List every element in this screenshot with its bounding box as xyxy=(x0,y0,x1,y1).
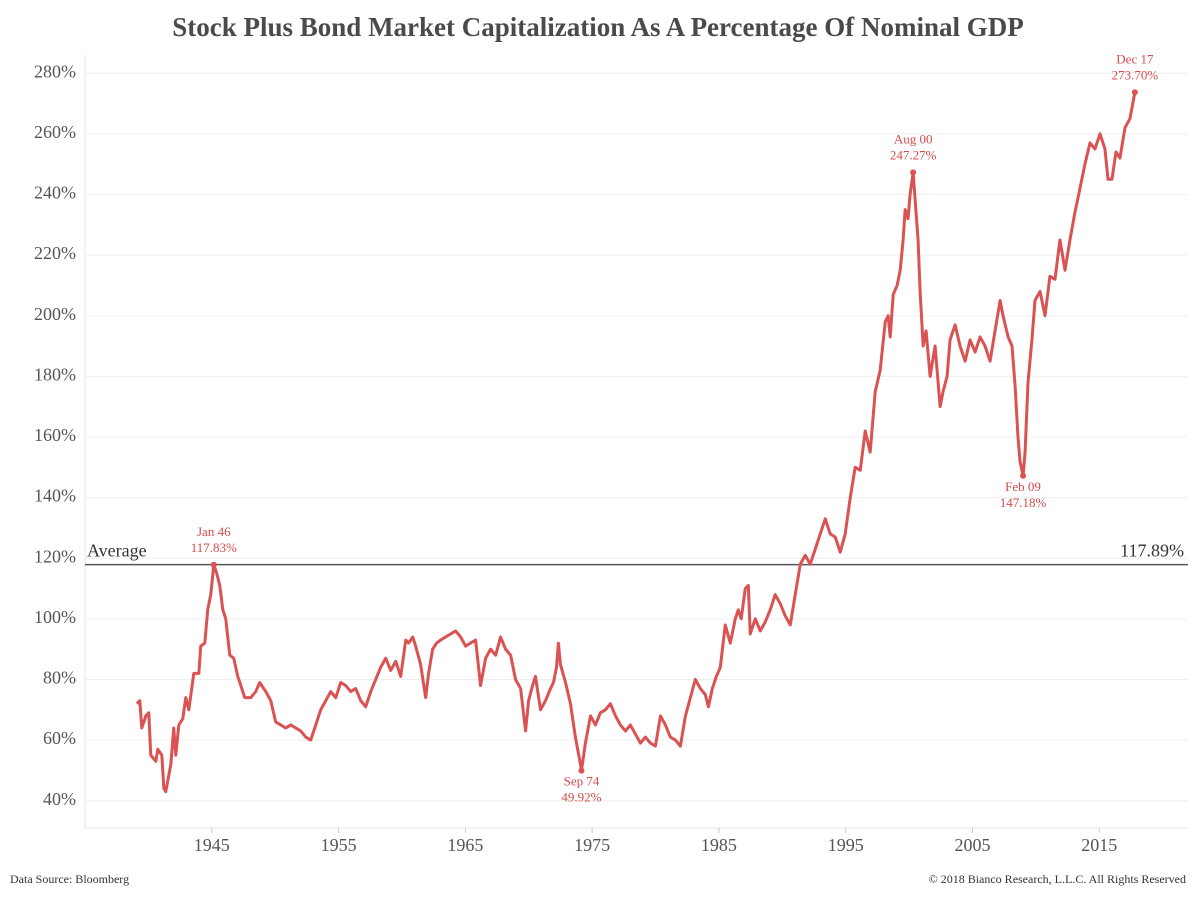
y-tick-label: 280% xyxy=(34,61,76,81)
annotation-point xyxy=(1131,89,1138,96)
x-tick-label: 1975 xyxy=(574,835,610,855)
y-tick-label: 160% xyxy=(34,425,76,445)
annotation-point xyxy=(1020,472,1027,479)
annotation-point xyxy=(578,767,585,774)
average-label: Average xyxy=(87,541,147,561)
annotation-label: Feb 09 xyxy=(1005,479,1041,494)
x-tick-label: 1955 xyxy=(321,835,357,855)
annotation-label: Dec 17 xyxy=(1116,51,1154,66)
y-tick-label: 80% xyxy=(43,668,76,688)
source: Data Source: Bloomberg xyxy=(10,872,129,886)
y-tick-label: 240% xyxy=(34,183,76,203)
x-tick-label: 1945 xyxy=(194,835,230,855)
y-tick-label: 60% xyxy=(43,728,76,748)
annotation-value: 273.70% xyxy=(1112,67,1159,82)
annotation-label: Jan 46 xyxy=(197,524,231,539)
chart-title: Stock Plus Bond Market Capitalization As… xyxy=(172,12,1024,42)
y-tick-label: 100% xyxy=(34,607,76,627)
y-tick-label: 40% xyxy=(43,789,76,809)
annotation-value: 147.18% xyxy=(1000,495,1047,510)
annotation-value: 49.92% xyxy=(561,790,601,805)
copyright: © 2018 Bianco Research, L.L.C. All Right… xyxy=(929,872,1186,886)
x-tick-label: 2005 xyxy=(954,835,990,855)
y-tick-label: 140% xyxy=(34,486,76,506)
y-tick-label: 220% xyxy=(34,243,76,263)
x-tick-label: 1985 xyxy=(701,835,737,855)
annotation-label: Sep 74 xyxy=(564,774,600,789)
annotation-label: Aug 00 xyxy=(894,131,933,146)
annotation-value: 117.83% xyxy=(191,540,237,555)
y-tick-label: 200% xyxy=(34,304,76,324)
annotation-point xyxy=(910,169,917,176)
x-tick-label: 1995 xyxy=(828,835,864,855)
y-tick-label: 260% xyxy=(34,122,76,142)
average-value: 117.89% xyxy=(1120,541,1184,561)
annotation-point xyxy=(210,561,217,568)
data-line xyxy=(135,92,1137,794)
x-tick-label: 1965 xyxy=(447,835,483,855)
annotation-value: 247.27% xyxy=(890,147,937,162)
x-tick-label: 2015 xyxy=(1081,835,1117,855)
y-tick-label: 180% xyxy=(34,364,76,384)
y-tick-label: 120% xyxy=(34,546,76,566)
